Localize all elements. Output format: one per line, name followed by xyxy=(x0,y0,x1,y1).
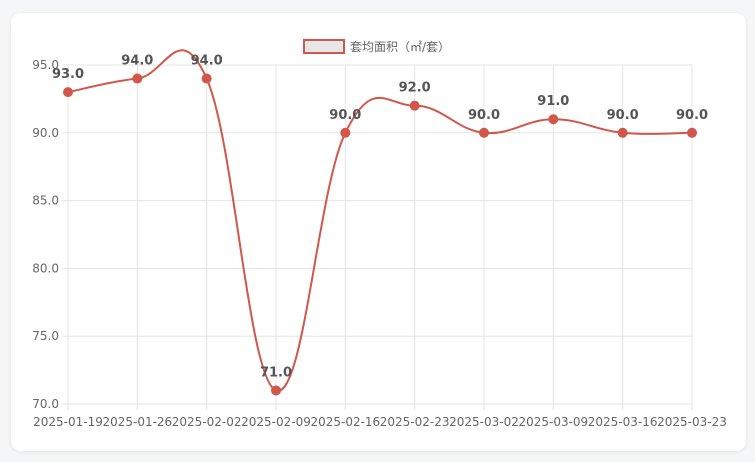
data-label: 93.0 xyxy=(52,67,84,82)
data-point[interactable] xyxy=(201,73,212,84)
legend-swatch[interactable] xyxy=(303,39,345,54)
data-label: 92.0 xyxy=(399,81,431,96)
x-tick-label: 2025-02-23 xyxy=(380,415,450,429)
data-label: 90.0 xyxy=(676,108,708,123)
data-point[interactable] xyxy=(479,127,489,138)
y-tick-label: 95.0 xyxy=(32,58,59,72)
y-tick-label: 90.0 xyxy=(32,126,59,140)
data-point[interactable] xyxy=(63,87,73,98)
x-tick-label: 2025-02-16 xyxy=(310,415,380,429)
x-tick-label: 2025-02-09 xyxy=(241,415,311,429)
x-tick-label: 2025-03-16 xyxy=(588,415,658,429)
y-tick-label: 70.0 xyxy=(32,397,59,411)
series xyxy=(63,49,697,396)
x-tick-label: 2025-01-26 xyxy=(102,415,172,429)
y-tick-label: 80.0 xyxy=(32,261,59,275)
x-tick-label: 2025-03-09 xyxy=(518,415,588,429)
y-tick-label: 85.0 xyxy=(32,194,59,208)
data-point[interactable] xyxy=(132,73,143,84)
data-labels: 93.0 94.0 94.0 71.0 90.0 92.0 90.0 91.0 90.0 90.0 xyxy=(52,54,708,381)
y-tick-label: 75.0 xyxy=(32,329,59,343)
data-point[interactable] xyxy=(409,100,420,111)
data-point[interactable] xyxy=(617,127,628,138)
grid xyxy=(62,64,693,410)
data-label: 90.0 xyxy=(607,108,639,123)
x-tick-label: 2025-03-23 xyxy=(657,415,727,429)
series-line xyxy=(67,49,693,392)
data-label: 94.0 xyxy=(191,54,223,69)
chart-card xyxy=(11,13,746,451)
data-label: 94.0 xyxy=(121,54,153,69)
data-label: 71.0 xyxy=(260,365,292,380)
x-tick-label: 2025-02-02 xyxy=(172,415,242,429)
data-point[interactable] xyxy=(687,127,697,138)
data-point[interactable] xyxy=(340,127,351,138)
data-point[interactable] xyxy=(548,114,559,125)
data-label: 90.0 xyxy=(468,108,500,123)
x-tick-label: 2025-01-19 xyxy=(33,415,103,429)
x-tick-label: 2025-03-02 xyxy=(449,415,519,429)
data-point[interactable] xyxy=(271,385,281,396)
data-label: 91.0 xyxy=(537,94,569,109)
legend-label[interactable]: 套均面积（㎡/套） xyxy=(350,40,450,54)
legend[interactable]: 套均面积（㎡/套） xyxy=(303,39,450,54)
data-label: 90.0 xyxy=(329,108,361,123)
